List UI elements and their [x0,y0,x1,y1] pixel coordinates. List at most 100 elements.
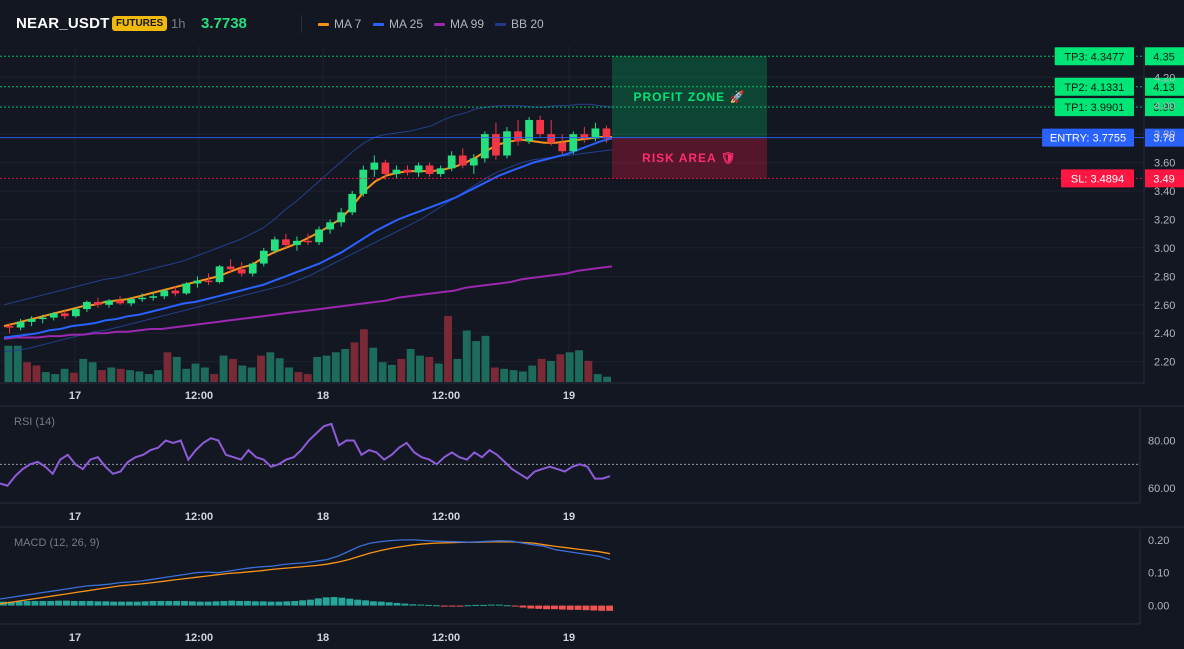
level-axis-entry: 3.78 [1153,133,1174,145]
macd-hist-bar [566,605,574,610]
candle-body [270,239,279,251]
legend-ma99[interactable]: MA 99 [434,17,484,31]
pane-separators [0,46,1184,625]
legend-ma7[interactable]: MA 7 [318,17,361,31]
candle-body [458,155,467,166]
candle-body [359,169,368,194]
ma7-swatch-icon [318,23,329,27]
volume-bar [182,368,191,382]
candle-body [259,250,268,264]
volume-bar [603,376,611,382]
macd-hist-bar [251,601,259,606]
timeframe-label[interactable]: 1h [171,16,186,31]
level-label-tp3: TP3: 4.3477 [1064,51,1124,63]
risk-zone [612,137,767,179]
candle-body [204,280,213,283]
ma99-line [3,265,613,340]
macd-hist-bar [574,605,582,610]
profit-zone [612,56,767,138]
rsi-line [0,422,611,487]
volume-bar [247,367,256,382]
legend-bb20[interactable]: BB 20 [495,17,544,31]
volume-bar [98,370,106,382]
volume-bar [369,347,378,382]
macd-hist-bar [307,599,314,606]
macd-hist-bar [519,605,527,608]
candle-body [27,319,36,322]
macd-hist-bar [283,601,291,606]
volume-bar [191,363,200,382]
macd-signal-line [0,541,611,605]
candle-body [392,169,401,174]
volume-bar [444,316,452,382]
legend-ma99-label: MA 99 [450,17,485,31]
volume-bar [107,367,116,382]
futures-badge: FUTURES [112,16,168,31]
macd-hist-bar [432,605,440,607]
level-axis-tp2: 4.13 [1153,82,1174,94]
volume-bar [490,367,499,382]
time-tick-label: 17 [69,390,81,402]
symbol-title[interactable]: NEAR_USDT [16,15,110,32]
candle-body [293,240,301,246]
macd-hist-bar [503,605,511,607]
macd-hist-bar [275,601,283,606]
volume-bar [154,370,163,382]
macd-hist-bar [23,600,31,606]
macd-hist-bar [62,600,70,606]
level-label-box [1042,128,1134,147]
price-axis[interactable]: 4.20 4.00 3.80 3.60 3.40 3.20 3.00 2.80 2.60 2.40… [1154,72,1175,368]
volume-bar [481,335,490,382]
volume-bar [416,355,424,382]
rsi-pane: 80.00 60.00 [0,422,1176,495]
candle-body [348,193,357,213]
volume-bar [341,349,350,382]
macd-hist-bar [118,601,125,606]
macd-hist-bar [448,605,456,607]
volume-bar [359,329,368,382]
macd-hist-bar [314,598,322,606]
candle-body [514,131,522,142]
macd-hist-bar [196,601,204,606]
volume-bar [472,341,481,382]
macd-hist-bar [401,603,409,606]
level-label-tp1: TP1: 3.9901 [1064,102,1124,114]
macd-hist-bar [456,605,464,607]
volume-bar [200,367,209,382]
macd-hist-bar [55,600,62,606]
bb-upper-line [3,103,613,306]
candle-body [315,229,323,243]
macd-hist-bar [110,601,118,606]
rsi-tick-label: 80.00 [1148,436,1176,448]
legend-ma25[interactable]: MA 25 [373,17,423,31]
volume-bar [228,358,237,382]
volume-bar [294,372,303,382]
volume-bars [4,316,611,382]
candle-body [337,212,346,223]
chart-header: NEAR_USDT FUTURES 1h 3.7738 MA 7 MA 25 M… [0,0,1184,46]
macd-hist-bar [511,605,519,607]
last-price: 3.7738 [201,15,247,32]
volume-bar [32,365,41,382]
candle-body [160,290,169,297]
legend-ma7-label: MA 7 [334,17,362,31]
macd-hist-bar [47,600,55,606]
macd-hist-bar [31,600,39,606]
price-tick-label: 4.00 [1154,101,1175,113]
macd-hist-bar [220,600,228,606]
volume-bar [79,358,88,382]
macd-hist-bar [606,605,613,611]
level-axis-box [1145,98,1184,117]
bollinger-bands [3,103,613,353]
candle-body [138,297,147,300]
macd-hist-bar [102,601,110,606]
level-axis-tp1: 3.99 [1153,102,1174,114]
volume-bar [584,360,593,382]
candlesticks [5,115,611,334]
candle-body [558,142,567,152]
macd-hist-bar [527,605,535,609]
price-tick-label: 2.20 [1154,357,1175,369]
candle-body [71,309,80,317]
macd-hist-bar [212,601,220,606]
